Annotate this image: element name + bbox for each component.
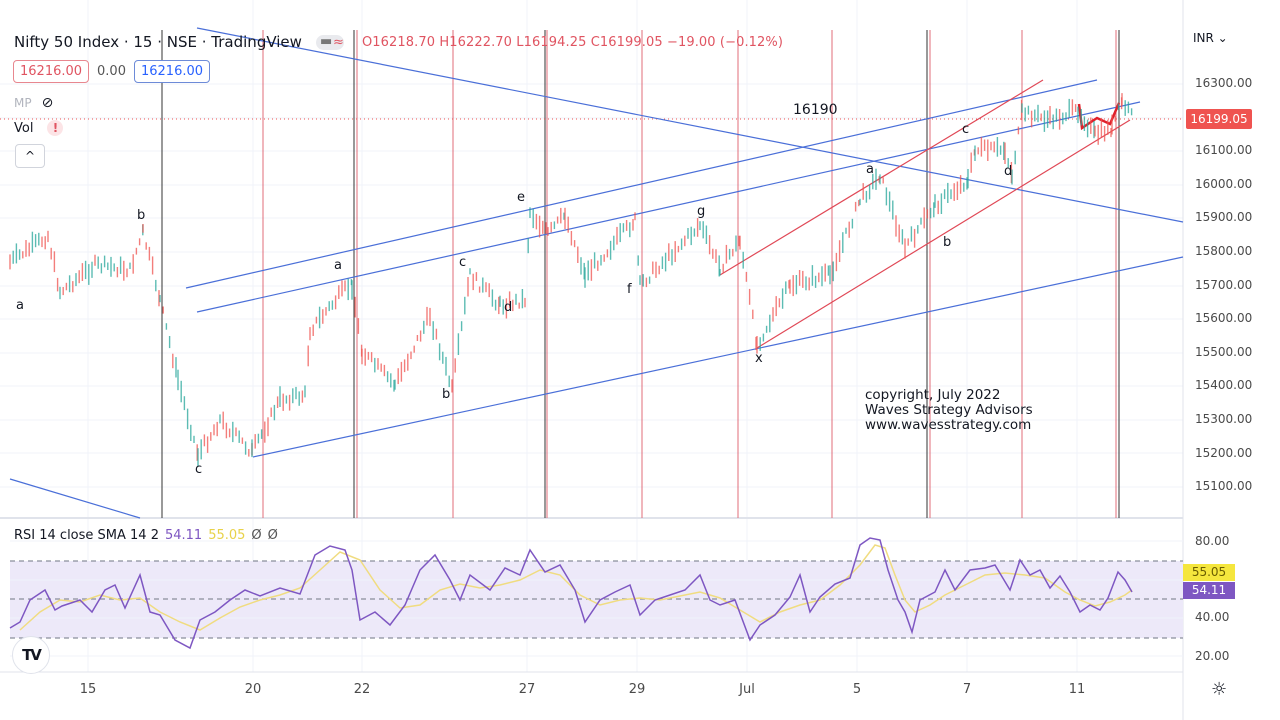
rsi-sma-tag: 55.05: [1183, 564, 1235, 581]
rsi-sma-line: [19, 544, 1133, 631]
minus-icon: ▬: [319, 33, 333, 49]
spread-value: 0.00: [97, 64, 126, 79]
vol-label: Vol: [14, 120, 34, 136]
candles: [9, 93, 1133, 467]
wave-label: g: [697, 204, 706, 219]
time-tick: 7: [962, 682, 972, 697]
price-tick: 15200.00: [1195, 445, 1253, 460]
rsi-extra-value: Ø: [267, 528, 278, 543]
rsi-extra-value: Ø: [251, 528, 262, 543]
buy-sell-panel: 16216.00 0.00 16216.00: [13, 60, 211, 83]
price-tick: 15300.00: [1195, 412, 1253, 426]
rsi-line: [9, 537, 1133, 650]
buy-price-button[interactable]: 16216.00: [133, 60, 211, 83]
ohlc-close: C16199.05: [590, 34, 663, 50]
symbol-title: Nifty 50 Index · 15 · NSE · TradingView: [14, 33, 302, 51]
rsi-value-tag: 54.11: [1183, 582, 1235, 599]
wave-label: d: [504, 300, 513, 315]
chevron-up-icon: ^: [24, 149, 36, 163]
copyright-line: www.wavesstrategy.com: [865, 417, 1032, 433]
time-tick: 20: [244, 682, 262, 697]
rsi-value: 54.11: [164, 528, 203, 543]
rsi-gridlines: [10, 540, 1183, 657]
legend-toggle[interactable]: ▬ ≈: [315, 33, 344, 50]
rsi-title: RSI 14 close SMA 14 2: [14, 528, 159, 543]
wave-label: c: [459, 255, 467, 270]
time-tick: 22: [353, 682, 371, 697]
mp-indicator[interactable]: MP ⊘: [14, 95, 53, 111]
rsi-sma-value: 55.05: [208, 528, 246, 543]
cycle-lines[interactable]: [161, 30, 1120, 518]
vol-indicator[interactable]: Vol !: [14, 120, 64, 136]
ohlc-change: −19.00 (−0.12%): [666, 34, 784, 50]
wave-label: e: [517, 190, 525, 205]
level-label: 16190: [793, 102, 838, 118]
price-tick: 15900.00: [1195, 210, 1253, 225]
copyright-line: Waves Strategy Advisors: [865, 402, 1033, 418]
ohlc-low: L16194.25: [516, 34, 587, 50]
ohlc-open: O16218.70: [361, 34, 436, 50]
rsi-levels: [10, 560, 1183, 639]
time-tick: 11: [1068, 682, 1086, 697]
time-tick: 29: [628, 682, 646, 697]
price-tick: 15700.00: [1195, 277, 1253, 292]
price-tick: 15500.00: [1195, 344, 1253, 359]
wave-label: f: [627, 282, 632, 297]
price-tick: 15800.00: [1195, 244, 1253, 258]
price-tick: 15100.00: [1195, 479, 1253, 494]
rsi-tick-40: 40.00: [1195, 610, 1230, 624]
sell-price-button[interactable]: 16216.00: [13, 60, 90, 83]
price-tick: 16000.00: [1195, 176, 1253, 191]
current-price-tag: 16199.05: [1186, 109, 1252, 129]
wave-label: b: [442, 387, 451, 402]
wave-label: a: [334, 258, 342, 273]
wave-label: c: [195, 462, 203, 477]
price-tick: 16300.00: [1195, 76, 1253, 90]
price-tick: 15400.00: [1195, 378, 1253, 393]
time-tick: 5: [852, 682, 862, 697]
eye-off-icon[interactable]: ⊘: [41, 95, 54, 111]
wave-label: a: [866, 162, 874, 177]
time-tick: Jul: [739, 682, 755, 697]
time-tick: 15: [79, 682, 97, 697]
time-tick: 27: [518, 682, 536, 697]
settings-icon[interactable]: ☼: [1211, 679, 1228, 700]
wave-label: x: [755, 351, 763, 366]
main-pane[interactable]: [0, 0, 1183, 518]
wave-label: a: [16, 298, 24, 313]
symbol-legend[interactable]: Nifty 50 Index · 15 · NSE · TradingView …: [14, 33, 783, 51]
wave-label: b: [943, 235, 952, 250]
copyright-note: copyright, July 2022 Waves Strategy Advi…: [865, 388, 1033, 433]
time-gridlines: [87, 0, 1078, 672]
blue-trendlines[interactable]: [9, 27, 1184, 519]
red-channel[interactable]: [719, 79, 1131, 349]
copyright-line: copyright, July 2022: [865, 387, 1001, 403]
price-gridlines: [0, 83, 1183, 488]
price-tick: 15600.00: [1195, 311, 1253, 326]
approx-icon: ≈: [332, 34, 344, 50]
mp-label: MP: [14, 96, 32, 110]
wave-label: b: [137, 208, 146, 223]
collapse-legend-button[interactable]: ^: [15, 144, 45, 168]
rsi-tick-80: 80.00: [1195, 534, 1230, 548]
rsi-tick-20: 20.00: [1195, 649, 1230, 663]
price-tick: 16100.00: [1195, 143, 1253, 158]
currency-selector[interactable]: INR ⌄: [1193, 31, 1228, 45]
wave-label: c: [962, 122, 970, 137]
ohlc-high: H16222.70: [439, 34, 513, 50]
rsi-legend[interactable]: RSI 14 close SMA 14 2 54.11 55.05 Ø Ø: [14, 528, 278, 543]
wave-label: d: [1004, 164, 1013, 179]
ohlc-values: O16218.70 H16222.70 L16194.25 C16199.05 …: [362, 35, 783, 50]
tradingview-logo[interactable]: TV: [12, 636, 50, 674]
warning-icon[interactable]: !: [47, 120, 64, 136]
